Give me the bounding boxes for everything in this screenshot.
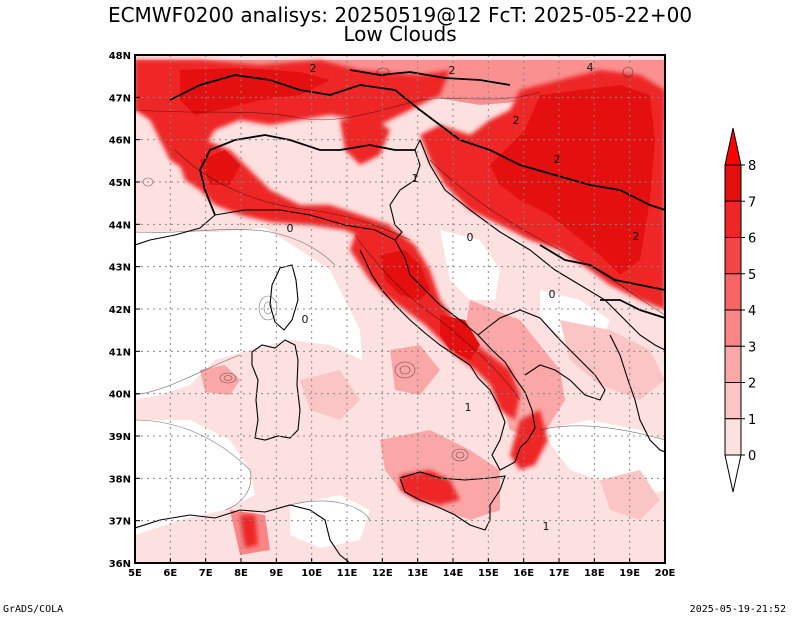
contour-label: 1 (543, 520, 550, 533)
lat-tick-label: 46N (109, 136, 131, 147)
lat-tick-label: 43N (109, 263, 131, 274)
lon-tick-label: 20E (655, 568, 676, 579)
lat-tick-label: 48N (109, 51, 131, 62)
legend-min-triangle (724, 454, 742, 493)
lat-tick-label: 39N (109, 432, 131, 443)
lon-tick-label: 13E (407, 568, 428, 579)
legend-level-label: 7 (748, 195, 756, 210)
contour-labels: 0 0 0 0 2 2 2 2 2 4 1 1 1 (287, 61, 640, 533)
legend-color-box (724, 382, 742, 420)
lon-tick-label: 16E (513, 568, 534, 579)
lat-tick-label: 44N (109, 220, 131, 231)
lon-tick-label: 9E (269, 568, 283, 579)
lon-tick-label: 11E (337, 568, 358, 579)
footer-timestamp: 2025-05-19-21:52 (689, 604, 786, 615)
lon-tick-label: 15E (478, 568, 499, 579)
legend-color-box (724, 273, 742, 311)
contour-label: 0 (287, 222, 294, 235)
legend-level-label: 0 (748, 449, 756, 464)
lat-axis: 36N 37N 38N 39N 40N 41N 42N 43N 44N 45N 46N 47N 48N (109, 51, 140, 570)
legend-color-box (724, 237, 742, 275)
lon-tick-label: 7E (199, 568, 213, 579)
contour-label: 2 (310, 62, 317, 75)
lon-tick-label: 14E (443, 568, 464, 579)
lon-tick-label: 12E (372, 568, 393, 579)
contour-label: 0 (549, 288, 556, 301)
legend-level-label: 8 (748, 159, 756, 174)
legend-color-box (724, 164, 742, 202)
legend-level-label: 2 (748, 377, 756, 392)
map-subtitle: Low Clouds (343, 22, 457, 46)
lat-tick-label: 37N (109, 517, 131, 528)
footer-credit: GrADS/COLA (3, 604, 64, 615)
legend-color-box (724, 200, 742, 238)
contour-label: 4 (587, 61, 594, 74)
lat-tick-label: 41N (109, 347, 131, 358)
legend-level-label: 5 (748, 268, 756, 283)
lat-tick-label: 45N (109, 178, 131, 189)
lat-tick-label: 36N (109, 559, 131, 570)
contour-label: 2 (513, 114, 520, 127)
contour-label: 2 (633, 230, 640, 243)
contour-label: 2 (449, 64, 456, 77)
contour-label: 1 (465, 401, 472, 414)
lat-lon-grid (135, 55, 665, 563)
contour-label: 0 (467, 231, 474, 244)
lat-tick-label: 38N (109, 474, 131, 485)
legend-color-box (724, 418, 742, 456)
contour-label: 2 (554, 153, 561, 166)
legend-level-label: 4 (748, 304, 756, 319)
coastlines (135, 139, 665, 563)
contour-label: 1 (412, 172, 419, 185)
legend-level-label: 6 (748, 232, 756, 247)
legend-color-box (724, 345, 742, 383)
lon-tick-label: 8E (234, 568, 248, 579)
lat-tick-label: 40N (109, 390, 131, 401)
map-title: ECMWF0200 analisys: 20250519@12 FcT: 202… (107, 3, 693, 27)
contour-label: 0 (302, 313, 309, 326)
legend-color-box (724, 309, 742, 347)
lon-tick-label: 18E (584, 568, 605, 579)
lat-tick-label: 42N (109, 305, 131, 316)
legend-level-label: 1 (748, 413, 756, 428)
lon-tick-label: 6E (163, 568, 177, 579)
color-legend: 8 7 6 5 4 3 2 1 0 (724, 127, 756, 493)
lon-tick-label: 5E (128, 568, 142, 579)
lon-axis: 5E 6E 7E 8E 9E 10E 11E 12E 13E 14E 15E 16E 17E 18E 19E… (128, 558, 676, 579)
lon-tick-label: 19E (619, 568, 640, 579)
lon-tick-label: 17E (549, 568, 570, 579)
borders (169, 69, 665, 319)
legend-level-label: 3 (748, 340, 756, 355)
legend-max-triangle (724, 127, 742, 166)
lon-tick-label: 10E (301, 568, 322, 579)
lat-tick-label: 47N (109, 93, 131, 104)
